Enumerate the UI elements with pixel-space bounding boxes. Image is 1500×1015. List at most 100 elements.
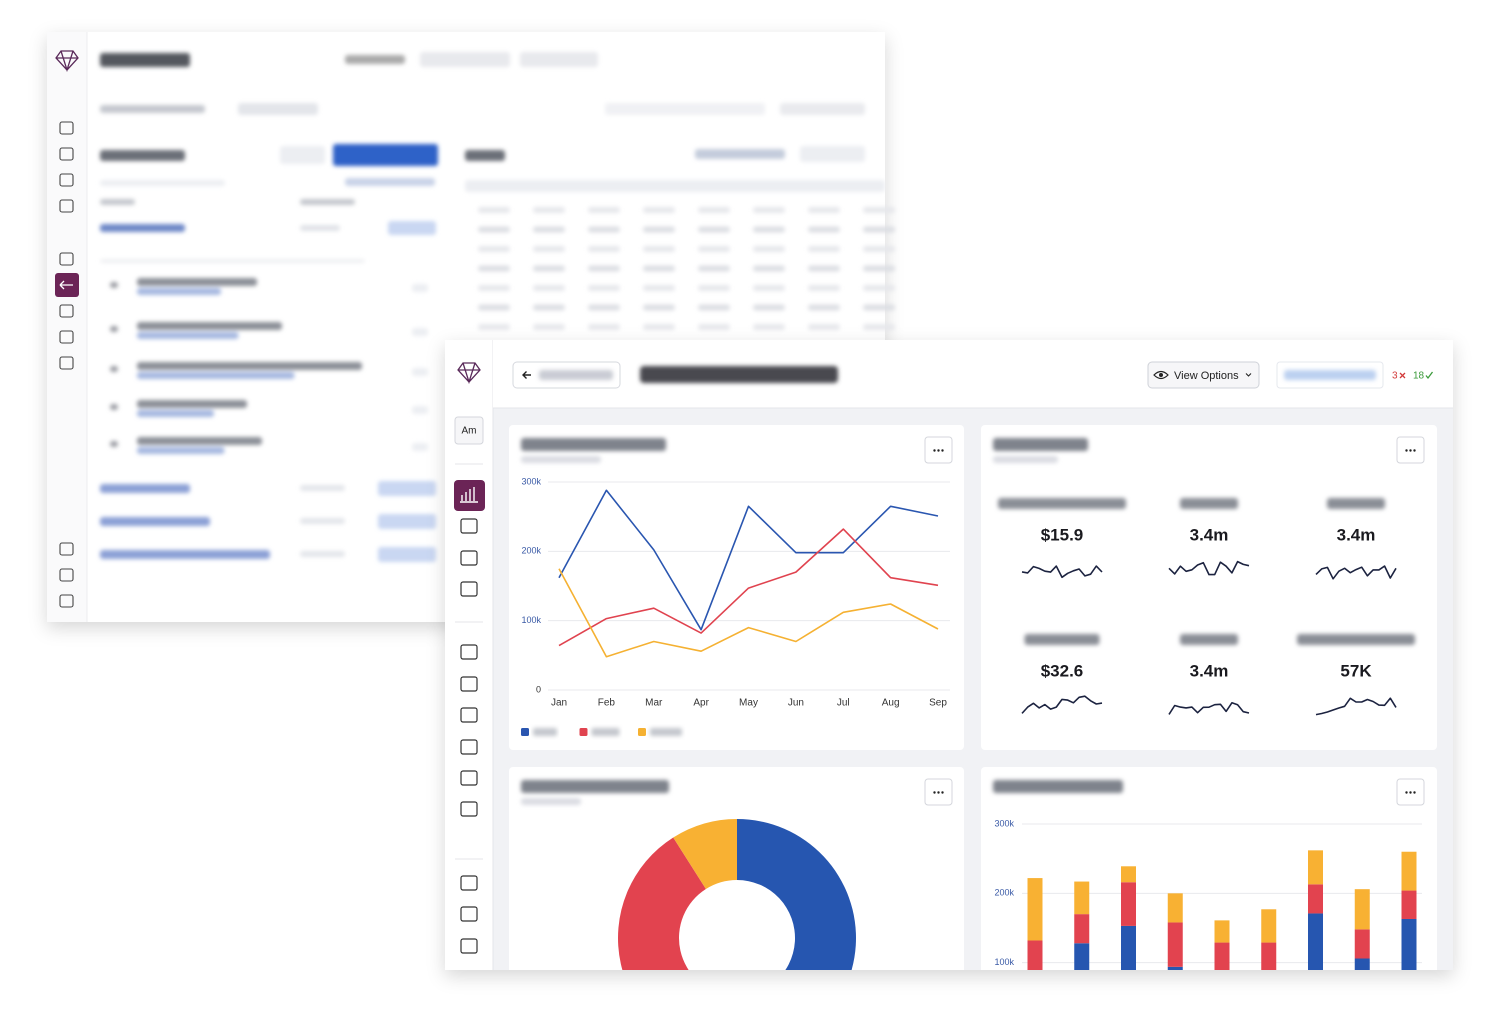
blurred-block (280, 146, 325, 164)
menu-dot (1405, 449, 1408, 452)
blurred-block (478, 265, 510, 272)
menu-dot (1405, 791, 1408, 794)
blurred-block (808, 285, 840, 291)
sidebar (47, 32, 87, 622)
nav-icon[interactable] (460, 938, 478, 954)
nav-icons (457, 362, 481, 954)
nav-icon[interactable] (460, 770, 478, 786)
blurred-block (378, 514, 436, 529)
user-initials: Am (462, 426, 477, 437)
card (981, 425, 1437, 750)
bar-segment (1214, 942, 1230, 970)
blurred-block (643, 246, 675, 252)
menu-dot (937, 791, 940, 794)
blurred-block (520, 52, 598, 67)
blurred-block (643, 285, 675, 291)
bar-segment (1027, 878, 1043, 941)
blurred-subtitle (993, 456, 1058, 463)
blurred-block (753, 226, 785, 233)
blurred-block (698, 207, 730, 213)
blurred-block (588, 226, 620, 233)
x-tick-label: Aug (882, 698, 900, 709)
kpi-value: 3.4m (1190, 525, 1229, 544)
blurred-label (1180, 634, 1238, 645)
bar-segment (1354, 929, 1370, 959)
nav-icon[interactable] (460, 875, 478, 891)
blurred-title (993, 780, 1123, 793)
blurred-title (521, 780, 669, 793)
nav-icon[interactable] (460, 581, 478, 597)
blurred-block (588, 285, 620, 291)
card (509, 425, 964, 750)
blurred-block (863, 265, 895, 272)
blurred-block (300, 225, 340, 231)
y-tick-label: 100k (994, 957, 1014, 967)
nav-icon[interactable] (460, 906, 478, 922)
menu-dot (937, 449, 940, 452)
blurred-block (863, 304, 895, 311)
blurred-block (137, 362, 362, 370)
x-icon (1399, 372, 1406, 379)
blurred-block (863, 285, 895, 291)
blurred-text (539, 370, 613, 380)
blurred-block (863, 324, 895, 330)
eye-icon (1153, 370, 1169, 380)
x-tick-label: Feb (598, 698, 616, 709)
blurred-legend-label (591, 728, 620, 736)
nav-icon[interactable] (460, 518, 478, 534)
nav-icon[interactable] (460, 739, 478, 755)
blurred-block (333, 144, 438, 166)
blurred-block (412, 406, 428, 414)
sidebar (445, 340, 493, 970)
bar-segment (1121, 866, 1136, 883)
user-badge[interactable] (454, 416, 484, 445)
blurred-block (345, 178, 435, 186)
eye-icon (1159, 373, 1163, 377)
x-tick-label: May (739, 698, 758, 709)
blurred-block (412, 328, 428, 336)
bar-segment (1167, 893, 1183, 923)
blurred-block (863, 207, 895, 213)
blurred-label (998, 498, 1126, 509)
nav-icon (59, 356, 74, 370)
blurred-content (100, 52, 895, 562)
blurred-block (137, 447, 225, 454)
blurred-block (698, 304, 730, 311)
blurred-block (300, 199, 355, 205)
kpi-value: 3.4m (1190, 661, 1229, 680)
nav-icon[interactable] (460, 707, 478, 723)
bar-segment (1308, 913, 1323, 970)
y-tick-label: 300k (994, 818, 1014, 828)
card-titles (521, 438, 1123, 805)
x-tick-label: Sep (929, 698, 947, 709)
blurred-block (643, 265, 675, 272)
nav-icon[interactable] (460, 644, 478, 660)
blurred-block (378, 481, 436, 496)
blurred-block (100, 550, 270, 559)
blurred-block (643, 324, 675, 330)
view-options-label: View Options (1174, 370, 1239, 382)
blurred-block (300, 518, 345, 524)
nav-icon[interactable] (460, 550, 478, 566)
blurred-label (1024, 634, 1100, 645)
pass-count: 18 (1413, 371, 1425, 382)
nav-icon (59, 542, 74, 556)
blurred-block (420, 52, 510, 67)
blurred-legend-label (650, 728, 682, 736)
blurred-block (800, 146, 865, 162)
blurred-block (808, 246, 840, 252)
nav-icon[interactable] (460, 676, 478, 692)
bar-segment (1214, 920, 1230, 943)
blurred-block (478, 285, 510, 291)
x-tick-label: Apr (693, 698, 709, 709)
blurred-block (100, 517, 210, 526)
bar-segment (1401, 890, 1417, 919)
view-options-button[interactable] (1147, 361, 1260, 389)
blurred-block (753, 285, 785, 291)
back-arrow (522, 371, 531, 379)
nav-icon[interactable] (460, 801, 478, 817)
kpi-grid: $15.9 3.4m 3.4m $32.6 3.4m 57K (998, 498, 1415, 716)
pie-slice (673, 819, 737, 890)
kpi-value: $32.6 (1041, 661, 1084, 680)
